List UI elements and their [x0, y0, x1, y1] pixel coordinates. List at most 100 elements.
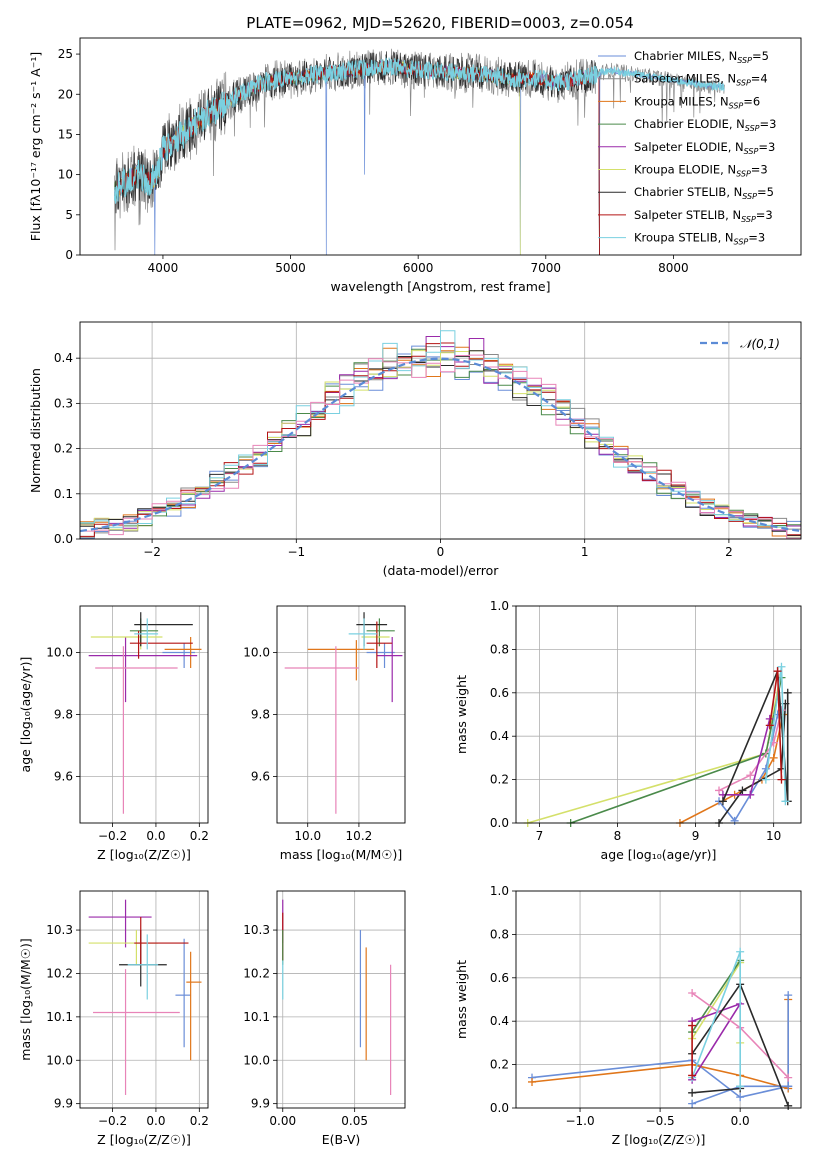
spectrum-series-chabrier-miles	[114, 60, 725, 255]
weight-marker	[761, 764, 770, 773]
mass_vs_ebv-xlabel: E(B-V)	[322, 1132, 361, 1147]
age_vs_Z-ytick-label: 9.8	[54, 708, 73, 722]
mass_vs_ebv-xtick-label: 0.00	[269, 1114, 296, 1128]
weight_vs_Z-ytick-label: 0.6	[490, 971, 509, 985]
spectrum-xtick-label: 8000	[658, 261, 689, 275]
weight_vs_age-xtick-label: 9	[692, 829, 700, 843]
mass_vs_Z-ytick-label: 9.9	[54, 1097, 73, 1111]
weight-marker	[784, 1101, 793, 1110]
spectrum-legend-label: Kroupa STELIB, NSSP=3	[634, 231, 765, 247]
spectrum-xtick-label: 6000	[403, 261, 434, 275]
age_vs_mass-xtick-label: 10.2	[346, 829, 373, 843]
spectrum-ytick-label: 25	[58, 47, 73, 61]
spectrum-legend-label: Salpeter STELIB, NSSP=3	[634, 208, 773, 224]
weight-line-kroupa-elodie	[527, 677, 781, 823]
weight-marker	[736, 1093, 745, 1102]
spectrum-legend-label: Kroupa ELODIE, NSSP=3	[634, 163, 768, 179]
spectrum-legend-label: Chabrier ELODIE, NSSP=3	[634, 117, 776, 133]
weight_vs_age-xtick-label: 7	[536, 829, 544, 843]
weight_vs_Z-xtick-label: −0.5	[646, 1114, 675, 1128]
spectrum-xlabel: wavelength [Angstrom, rest frame]	[330, 279, 550, 294]
spectrum-ytick-label: 10	[58, 168, 73, 182]
weight-marker	[746, 771, 755, 780]
weight_vs_Z-ytick-label: 1.0	[490, 884, 509, 898]
residuals-xtick-label: 2	[725, 545, 733, 559]
spectrum-xtick-label: 4000	[148, 261, 179, 275]
mass_vs_ebv-ytick-label: 9.9	[251, 1097, 270, 1111]
weight_vs_Z-xtick-label: −1.0	[565, 1114, 594, 1128]
age_vs_Z-xlabel: Z [log₁₀(Z/Z☉)]	[97, 847, 191, 862]
residuals-ytick-label: 0.2	[54, 442, 73, 456]
mass_vs_Z-frame	[79, 890, 209, 1109]
mass_vs_Z-xtick-label: 0.2	[190, 1114, 209, 1128]
age_vs_mass-xlabel: mass [log₁₀(M/M☉)]	[280, 847, 402, 862]
weight_vs_age-ytick-label: 1.0	[490, 599, 509, 613]
weight-line-chabrier-miles	[691, 995, 789, 1105]
residuals-ytick-label: 0.3	[54, 396, 73, 410]
spectrum-series-salpeter-miles	[114, 48, 725, 251]
weight-marker	[784, 991, 793, 1000]
weight_vs_age-ytick-label: 0.4	[490, 729, 509, 743]
weight-marker	[784, 1082, 793, 1091]
weight_vs_age-xtick-label: 8	[614, 829, 622, 843]
weight-marker	[761, 775, 770, 784]
weight_vs_Z-frame	[515, 890, 802, 1109]
weight_vs_Z-ytick-label: 0.2	[490, 1058, 509, 1072]
mass_vs_Z-ytick-label: 10.0	[46, 1053, 73, 1067]
spectrum-legend-label: Salpeter MILES, NSSP=4	[634, 72, 768, 88]
weight-marker	[777, 662, 786, 671]
residuals-xtick-label: −2	[143, 545, 161, 559]
spectrum-legend-label: Kroupa MILES, NSSP=6	[634, 94, 760, 110]
residuals-ytick-label: 0.0	[54, 532, 73, 546]
age_vs_mass-ytick-label: 9.8	[251, 708, 270, 722]
mass_vs_Z-ylabel: mass [log₁₀(M/M☉)]	[18, 938, 33, 1060]
weight_vs_age-ytick-label: 0.2	[490, 773, 509, 787]
age_vs_Z-xtick-label: −0.2	[98, 829, 127, 843]
age_vs_mass-frame	[276, 605, 406, 824]
mass_vs_ebv-xtick-label: 0.05	[341, 1114, 368, 1128]
mass_vs_Z-xtick-label: −0.2	[98, 1114, 127, 1128]
residuals-frame	[79, 321, 802, 540]
age_vs_mass-ytick-label: 9.6	[251, 770, 270, 784]
residual-hist-extra_pink	[80, 354, 801, 539]
mass_vs_ebv-ytick-label: 10.1	[243, 1010, 270, 1024]
spectrum-ylabel: Flux [fλ10⁻¹⁷ erg cm⁻² s⁻¹ A⁻¹]	[28, 52, 43, 241]
weight_vs_Z-ytick-label: 0.8	[490, 927, 509, 941]
spectrum-series-kroupa-stelib	[113, 57, 725, 204]
mass_vs_Z-ytick-label: 10.3	[46, 923, 73, 937]
weight-marker	[688, 1021, 697, 1030]
spectrum-ytick-label: 15	[58, 127, 73, 141]
weight-marker	[738, 786, 747, 795]
weight_vs_age-xlabel: age [log₁₀(age/yr)]	[601, 847, 717, 862]
mass_vs_ebv-ytick-label: 10.2	[243, 966, 270, 980]
spectrum-legend-label: Salpeter ELODIE, NSSP=3	[634, 140, 775, 156]
residuals-legend-label: 𝒩(0,1)	[740, 337, 780, 351]
weight-line-chabrier-miles	[531, 1059, 789, 1099]
weight-marker	[688, 1099, 697, 1108]
weight_vs_Z-xtick-label: 0.0	[731, 1114, 750, 1128]
residuals-ytick-label: 0.4	[54, 351, 73, 365]
weight_vs_age-xtick-label: 10	[766, 829, 781, 843]
weight-marker	[688, 1071, 697, 1080]
residuals-xtick-label: 0	[437, 545, 445, 559]
weight-marker	[784, 1073, 793, 1082]
weight-marker	[528, 1077, 537, 1086]
weight-marker	[718, 797, 727, 806]
weight_vs_age-frame	[515, 605, 802, 824]
age_vs_Z-ylabel: age [log₁₀(age/yr)]	[18, 657, 33, 773]
spectrum-frame	[79, 37, 802, 256]
weight-marker	[736, 1082, 745, 1091]
weight-line-chabrier-stelib	[722, 670, 789, 802]
mass_vs_Z-ytick-label: 10.2	[46, 966, 73, 980]
mass_vs_Z-ytick-label: 10.1	[46, 1010, 73, 1024]
gaussian-curve	[80, 357, 801, 533]
weight-marker	[730, 816, 739, 825]
age_vs_Z-ytick-label: 10.0	[46, 646, 73, 660]
residuals-xlabel: (data-model)/error	[383, 563, 500, 578]
age_vs_Z-ytick-label: 9.6	[54, 770, 73, 784]
figure-title: PLATE=0962, MJD=52620, FIBERID=0003, z=0…	[246, 14, 633, 32]
residuals-ylabel: Normed distribution	[28, 368, 43, 493]
weight-marker	[746, 790, 755, 799]
mass_vs_Z-xlabel: Z [log₁₀(Z/Z☉)]	[97, 1132, 191, 1147]
mass_vs_Z-xtick-label: 0.0	[146, 1114, 165, 1128]
